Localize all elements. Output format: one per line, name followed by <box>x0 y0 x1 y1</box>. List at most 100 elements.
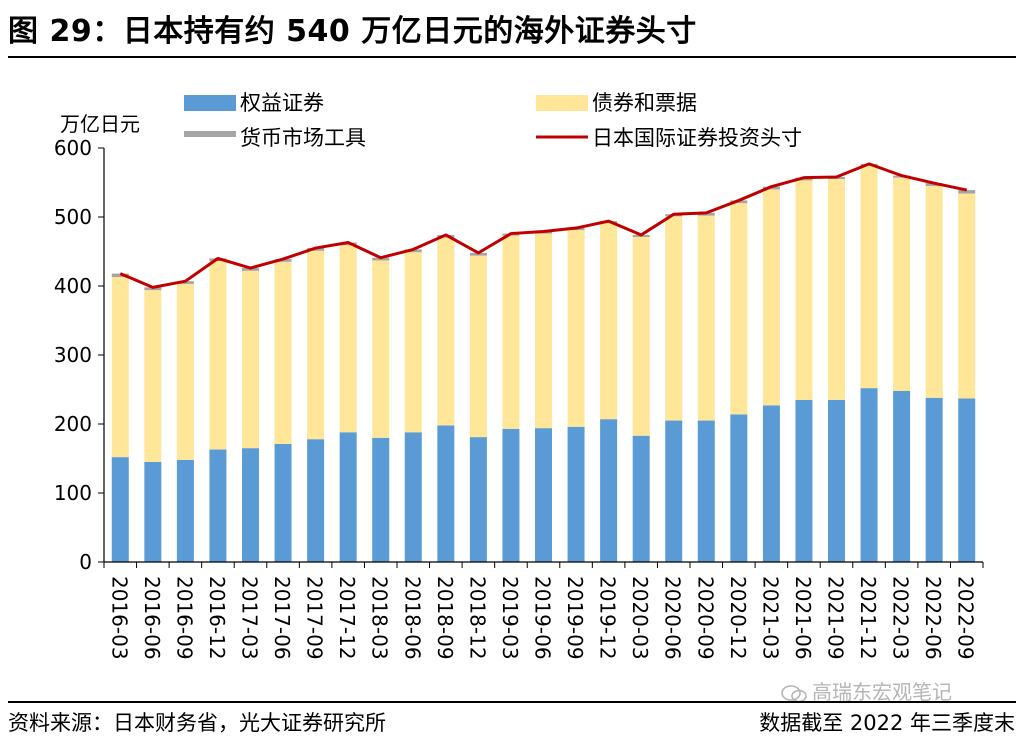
bar-bonds <box>144 290 162 462</box>
bar-equity <box>567 426 585 562</box>
x-tick-label: 2020-12 <box>726 576 750 660</box>
bar-equity <box>925 397 943 562</box>
bar-equity <box>632 435 650 562</box>
bar-bonds <box>600 223 618 420</box>
y-tick-label: 400 <box>54 274 92 298</box>
bars <box>111 163 976 562</box>
x-tick-label: 2019-09 <box>563 576 587 660</box>
bar-bonds <box>567 230 585 427</box>
y-tick-label: 0 <box>79 550 92 574</box>
y-tick-label: 500 <box>54 205 92 229</box>
source-note: 资料来源：日本财务省，光大证券研究所 <box>8 711 386 735</box>
y-tick-label: 600 <box>54 136 92 160</box>
y-axis-label: 万亿日元 <box>60 112 140 136</box>
y-tick-label: 200 <box>54 412 92 436</box>
legend-swatch-equity <box>184 95 236 111</box>
legend-swatch-money-market <box>184 131 236 137</box>
bar-equity <box>697 420 715 562</box>
x-axis-ticks: 2016-03 2016-06 2016-09 2016-12 2017-03 2017-… <box>103 562 984 660</box>
x-tick-label: 2019-03 <box>498 576 522 660</box>
bar-money-market <box>111 273 129 278</box>
bar-bonds <box>502 235 520 429</box>
bar-bonds <box>176 283 194 460</box>
watermark: 高瑞东宏观笔记 <box>780 676 952 705</box>
x-tick-label: 2021-12 <box>856 576 880 660</box>
bar-equity <box>730 414 748 562</box>
bar-equity <box>535 428 552 562</box>
bar-bonds <box>307 250 325 440</box>
bar-equity <box>600 419 618 562</box>
bar-bonds <box>762 189 780 406</box>
bar-bonds <box>469 255 487 438</box>
title-divider <box>8 56 1016 58</box>
bar-equity <box>860 388 878 562</box>
bar-equity <box>828 399 845 562</box>
bar-equity <box>762 405 780 562</box>
bar-equity <box>339 432 357 562</box>
x-tick-label: 2020-09 <box>693 576 717 660</box>
bar-equity <box>469 437 487 562</box>
bar-equity <box>307 439 325 562</box>
bar-bonds <box>730 203 748 415</box>
bar-equity <box>372 437 390 562</box>
y-axis-ticks: 0 100 200 300 400 500 600 <box>54 136 104 574</box>
watermark-text: 高瑞东宏观笔记 <box>812 680 952 704</box>
bar-equity <box>176 459 194 562</box>
x-tick-label: 2017-03 <box>238 576 262 660</box>
x-tick-label: 2016-03 <box>107 576 131 660</box>
axes <box>103 148 983 563</box>
bar-equity <box>209 449 227 562</box>
x-tick-label: 2017-12 <box>335 576 359 660</box>
x-tick-label: 2022-06 <box>921 576 945 660</box>
legend-label-money-market: 货币市场工具 <box>240 126 366 150</box>
x-tick-label: 2019-12 <box>596 576 620 660</box>
page-title: 图 29：日本持有约 540 万亿日元的海外证券头寸 <box>8 14 697 49</box>
bar-bonds <box>958 193 976 399</box>
x-tick-label: 2017-09 <box>303 576 327 660</box>
x-tick-label: 2019-06 <box>531 576 555 660</box>
x-tick-label: 2018-09 <box>433 576 457 660</box>
bar-bonds <box>339 245 357 433</box>
bar-bonds <box>893 177 911 391</box>
bar-bonds <box>437 237 455 426</box>
legend-label-equity: 权益证券 <box>240 91 324 115</box>
x-tick-label: 2021-03 <box>758 576 782 660</box>
x-tick-label: 2021-09 <box>824 576 848 660</box>
footer-divider <box>8 701 1016 703</box>
bar-equity <box>404 432 422 562</box>
x-tick-label: 2022-09 <box>954 576 978 660</box>
bar-bonds <box>795 180 813 400</box>
legend-label-total-line: 日本国际证券投资头寸 <box>592 126 802 150</box>
y-tick-label: 100 <box>54 481 92 505</box>
x-tick-label: 2017-06 <box>270 576 294 660</box>
bar-equity <box>437 425 455 562</box>
bar-equity <box>274 444 292 562</box>
bar-equity <box>958 398 976 562</box>
x-tick-label: 2018-06 <box>400 576 424 660</box>
bar-bonds <box>697 215 715 421</box>
bar-bonds <box>372 260 390 438</box>
bar-bonds <box>860 165 878 389</box>
bar-bonds <box>111 277 129 458</box>
bar-equity <box>242 448 259 562</box>
x-tick-label: 2016-09 <box>172 576 196 660</box>
x-tick-label: 2018-03 <box>368 576 392 660</box>
x-tick-label: 2016-12 <box>205 576 229 660</box>
bar-bonds <box>925 185 943 398</box>
bar-bonds <box>632 237 650 436</box>
bar-equity <box>795 399 813 562</box>
bar-bonds <box>242 270 259 449</box>
bar-equity <box>144 461 162 562</box>
bar-bonds <box>828 179 845 400</box>
legend-label-bonds: 债券和票据 <box>592 91 697 115</box>
y-tick-label: 300 <box>54 343 92 367</box>
data-as-of-note: 数据截至 2022 年三季度末 <box>759 711 1015 735</box>
x-tick-label: 2020-03 <box>628 576 652 660</box>
bar-equity <box>665 420 683 562</box>
bar-bonds <box>404 252 422 433</box>
bar-bonds <box>209 261 227 450</box>
legend-swatch-bonds <box>536 95 588 111</box>
bar-equity <box>893 390 911 562</box>
